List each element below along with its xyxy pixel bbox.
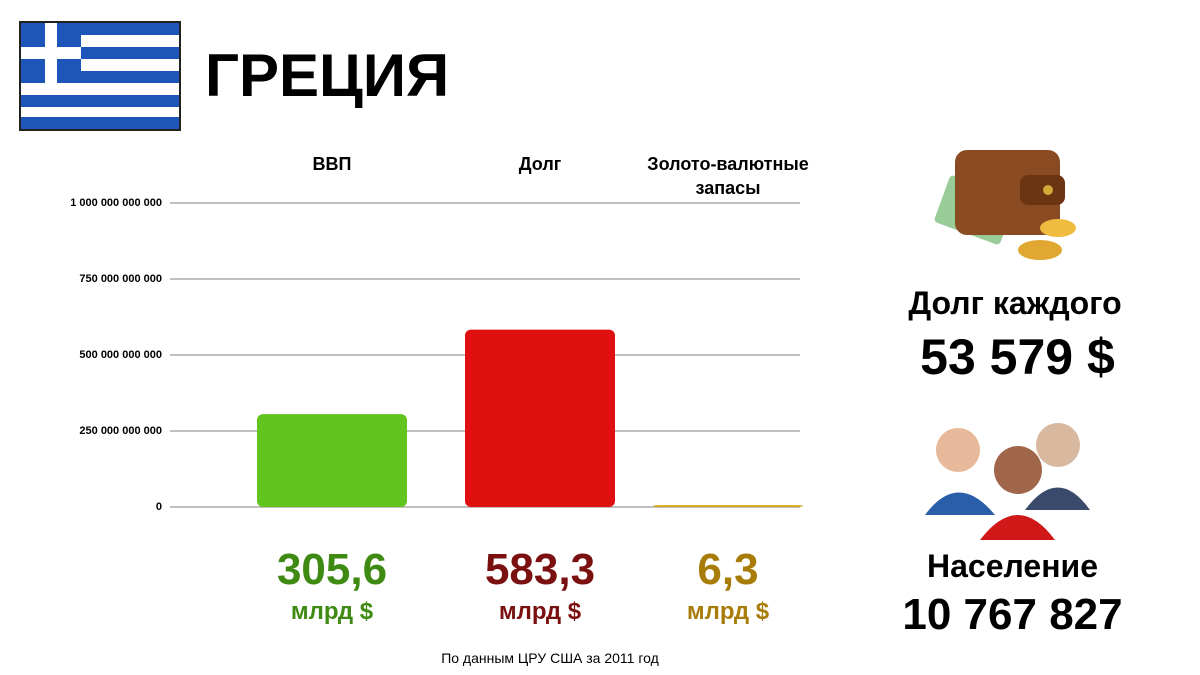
source-note: По данным ЦРУ США за 2011 год: [441, 650, 659, 666]
value-label: 6,3: [697, 545, 759, 594]
category-label: Золото-валютные запасы: [647, 154, 809, 198]
people-icon: [925, 423, 1090, 540]
bar: [465, 329, 615, 507]
category-label: Долг: [518, 154, 562, 174]
value-label: 583,3: [484, 545, 596, 594]
value-unit: млрд $: [290, 598, 374, 625]
bar: [257, 414, 407, 507]
y-tick-label: 0: [156, 501, 162, 513]
debt-value: 53 579 $: [920, 329, 1115, 385]
value-label: 305,6: [276, 545, 388, 594]
debt-label: Долг каждого: [908, 285, 1122, 321]
title: ГРЕЦИЯ: [205, 42, 449, 109]
flag: [19, 21, 181, 131]
value-unit: млрд $: [686, 598, 770, 625]
y-tick-label: 750 000 000 000: [79, 273, 162, 285]
y-tick-label: 1 000 000 000 000: [70, 197, 162, 209]
population-value: 10 767 827: [902, 590, 1123, 639]
wallet-icon: [934, 150, 1076, 260]
value-unit: млрд $: [498, 598, 582, 625]
y-tick-label: 250 000 000 000: [79, 425, 162, 437]
population-label: Население: [927, 548, 1098, 584]
category-label: ВВП: [312, 154, 352, 174]
bar: [653, 505, 803, 507]
y-tick-label: 500 000 000 000: [79, 349, 162, 361]
